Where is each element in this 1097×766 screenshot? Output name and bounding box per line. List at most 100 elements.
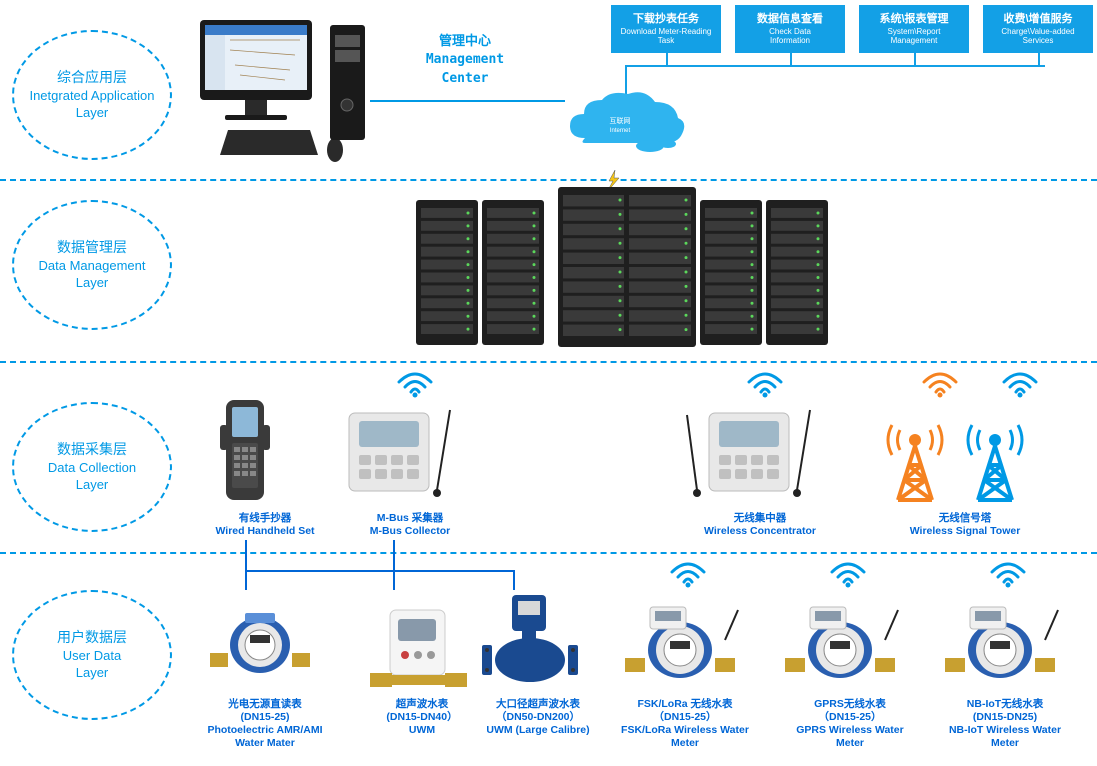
svc-cn: 系统\报表管理	[879, 13, 948, 26]
handheld-icon	[218, 395, 273, 510]
coll-cn: 无线信号塔	[900, 512, 1030, 525]
service-box-3: 收费\增值服务Charge\Value-addedServices	[983, 5, 1093, 53]
server-1	[482, 200, 544, 345]
layer-en1: Data Management	[39, 257, 146, 275]
meter-icon-4	[780, 605, 910, 690]
coll-cn: 有线手抄器	[200, 512, 330, 525]
m-en1: Photoelectric AMR/AMI	[195, 724, 335, 737]
m-spec: （DN15-25）	[780, 711, 920, 724]
service-vline-2	[914, 53, 916, 65]
wifi-top-0	[395, 368, 435, 403]
collector-cap-0: 有线手抄器Wired Handheld Set	[200, 512, 330, 538]
server-4	[700, 200, 762, 345]
m-spec: (DN15-DN25)	[935, 711, 1075, 724]
layer-label-3: 用户数据层User DataLayer	[12, 590, 172, 720]
coll-cn: 无线集中器	[695, 512, 825, 525]
svc-en1: Download Meter-Reading	[621, 27, 712, 36]
collector-cap-2: 无线集中器Wireless Concentrator	[695, 512, 825, 538]
wifi-top-1	[745, 368, 785, 403]
mgmt-en: Management Center	[426, 52, 504, 86]
coll-vline-mbus	[393, 540, 395, 570]
collector-cap-1: M-Bus 采集器M-Bus Collector	[345, 512, 475, 538]
m-en2: Meter	[615, 737, 755, 750]
mgmt-cn: 管理中心	[439, 33, 491, 48]
wireless-concentrator-icon	[685, 405, 820, 505]
layer-label-1: 数据管理层Data ManagementLayer	[12, 200, 172, 330]
mgmt-center-title: 管理中心 Management Center	[400, 32, 530, 89]
layer-cn: 综合应用层	[57, 68, 127, 87]
coll-drop-2	[393, 570, 395, 590]
wifi-bottom-1	[828, 558, 868, 593]
computer-icon	[200, 15, 370, 165]
m-en2: Water Mater	[195, 737, 335, 750]
svc-cn: 下载抄表任务	[633, 13, 699, 26]
m-spec: （DN15-25）	[615, 711, 755, 724]
signal-tower-orange-icon	[880, 400, 950, 505]
divider-2	[0, 361, 1097, 363]
svc-cn: 数据信息查看	[757, 13, 823, 26]
meter-cap-3: FSK/LoRa 无线水表（DN15-25）FSK/LoRa Wireless …	[615, 698, 755, 751]
meter-cap-4: GPRS无线水表（DN15-25）GPRS Wireless WaterMete…	[780, 698, 920, 751]
m-en2: Meter	[935, 737, 1075, 750]
coll-en: Wired Handheld Set	[200, 525, 330, 538]
layer-label-2: 数据采集层Data CollectionLayer	[12, 402, 172, 532]
meter-cap-2: 大口径超声波水表（DN50-DN200）UWM (Large Calibre)	[468, 698, 608, 737]
coll-cn: M-Bus 采集器	[345, 512, 475, 525]
divider-3	[0, 552, 1097, 554]
layer-en1: User Data	[63, 647, 122, 665]
service-vline-0	[666, 53, 668, 65]
server-3	[624, 187, 696, 347]
coll-drop-1	[245, 570, 247, 590]
layer-en1: Data Collection	[48, 459, 136, 477]
coll-en: M-Bus Collector	[345, 525, 475, 538]
m-en1: FSK/LoRa Wireless Water	[615, 724, 755, 737]
m-cn: FSK/LoRa 无线水表	[615, 698, 755, 711]
meter-icon-3	[620, 605, 750, 690]
svc-en1: System\Report	[888, 27, 941, 36]
m-en2: Meter	[780, 737, 920, 750]
svc-en2: Services	[1023, 36, 1054, 45]
layer-label-0: 综合应用层Inetgrated ApplicationLayer	[12, 30, 172, 160]
layer-en1: Inetgrated Application	[29, 87, 154, 105]
wifi-bottom-0	[668, 558, 708, 593]
m-en1: UWM (Large Calibre)	[468, 724, 608, 737]
m-cn: GPRS无线水表	[780, 698, 920, 711]
service-bus	[625, 65, 1045, 67]
m-en1: GPRS Wireless Water	[780, 724, 920, 737]
service-box-1: 数据信息查看Check DataInformation	[735, 5, 845, 53]
layer-en2: Layer	[76, 104, 109, 122]
meter-icon-1	[370, 605, 470, 695]
layer-en2: Layer	[76, 274, 109, 292]
m-cn: 光电无源直读表	[195, 698, 335, 711]
meter-icon-0	[210, 605, 320, 685]
meter-icon-2	[480, 595, 580, 695]
meter-cap-0: 光电无源直读表(DN15-25)Photoelectric AMR/AMIWat…	[195, 698, 335, 751]
wifi-top-2	[920, 368, 960, 403]
server-5	[766, 200, 828, 345]
meter-icon-5	[940, 605, 1070, 690]
m-cn: NB-IoT无线水表	[935, 698, 1075, 711]
line-pc-cloud	[370, 100, 565, 102]
layer-en2: Layer	[76, 664, 109, 682]
collector-cap-3: 无线信号塔Wireless Signal Tower	[900, 512, 1030, 538]
coll-drop-3	[513, 570, 515, 590]
meter-cap-5: NB-IoT无线水表(DN15-DN25)NB-IoT Wireless Wat…	[935, 698, 1075, 751]
m-en1: NB-IoT Wireless Water	[935, 724, 1075, 737]
m-spec: (DN15-25)	[195, 711, 335, 724]
wifi-bottom-2	[988, 558, 1028, 593]
divider-1	[0, 179, 1097, 181]
layer-en2: Layer	[76, 476, 109, 494]
svc-en2: Information	[770, 36, 810, 45]
layer-cn: 用户数据层	[57, 628, 127, 647]
wifi-top-3	[1000, 368, 1040, 403]
coll-en: Wireless Concentrator	[695, 525, 825, 538]
mbus-collector-icon	[345, 405, 460, 505]
signal-tower-blue-icon	[960, 400, 1030, 505]
service-vline-1	[790, 53, 792, 65]
service-box-0: 下载抄表任务Download Meter-ReadingTask	[611, 5, 721, 53]
server-0	[416, 200, 478, 345]
cloud-en: Internet	[610, 128, 631, 134]
service-box-2: 系统\报表管理System\ReportManagement	[859, 5, 969, 53]
coll-en: Wireless Signal Tower	[900, 525, 1030, 538]
cloud-cn: 互联网	[610, 116, 631, 125]
